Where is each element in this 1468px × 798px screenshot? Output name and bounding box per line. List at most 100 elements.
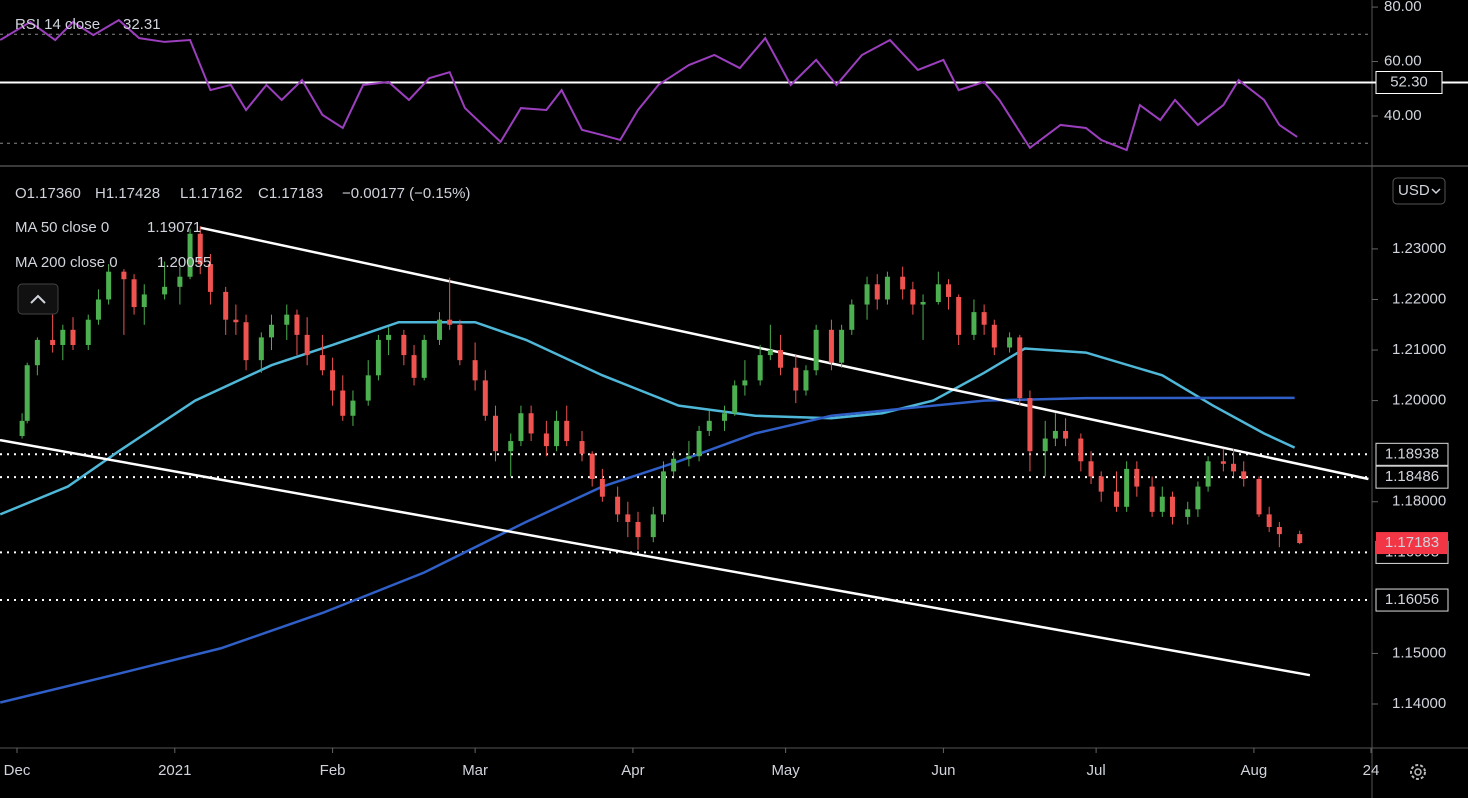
candle-body <box>1088 461 1094 477</box>
candle-body <box>1042 438 1048 452</box>
candle-body <box>70 329 76 345</box>
candle-body <box>945 284 951 297</box>
settings-button[interactable] <box>1410 764 1426 780</box>
legend-label: MA 200 close 0 <box>15 254 118 271</box>
candle-body <box>518 413 524 442</box>
candle-body <box>757 355 763 381</box>
candle-body <box>207 264 213 292</box>
candle-body <box>650 514 656 538</box>
candle-body <box>828 329 834 363</box>
candle-body <box>85 319 91 345</box>
candle-body <box>19 420 25 437</box>
candle-body <box>1266 514 1272 528</box>
candle-body <box>991 324 997 348</box>
candle-body <box>884 276 890 300</box>
candle-body <box>131 279 137 308</box>
x-tick-label: Jul <box>1087 762 1106 779</box>
level-label: 1.16056 <box>1385 591 1439 608</box>
candle-body <box>839 329 845 363</box>
candle-body <box>849 304 855 330</box>
legend-value: 1.19071 <box>147 219 201 236</box>
candle-body <box>482 380 488 416</box>
candle-body <box>1078 438 1084 462</box>
candle-body <box>350 400 356 416</box>
x-tick-label: Mar <box>462 762 488 779</box>
candle-body <box>767 350 773 356</box>
legend-value: 1.20055 <box>157 254 211 271</box>
y-tick-label: 1.22000 <box>1392 290 1446 307</box>
x-tick-label: 2021 <box>158 762 191 779</box>
y-tick-label: 1.18000 <box>1392 493 1446 510</box>
candle-body <box>258 337 264 361</box>
candle-body <box>671 458 677 472</box>
x-tick-label: Apr <box>621 762 644 779</box>
candle-body <box>243 322 249 361</box>
candle-body <box>793 367 799 391</box>
candle-body <box>284 314 290 325</box>
candle-body <box>1113 491 1119 507</box>
candle-body <box>778 350 784 368</box>
candle-body <box>1205 461 1211 487</box>
candle-body <box>543 433 549 447</box>
legend-label: RSI 14 close <box>15 16 100 33</box>
ohlc-text: O1.17360 <box>15 185 81 202</box>
candle-body <box>742 380 748 386</box>
candle-body <box>981 312 987 325</box>
candle-body <box>935 284 941 303</box>
y-tick-label: 1.15000 <box>1392 644 1446 661</box>
candle-body <box>1052 430 1058 439</box>
candle-body <box>365 375 371 401</box>
candle-body <box>625 514 631 522</box>
x-tick-label: May <box>771 762 800 779</box>
level-box <box>1375 465 1449 489</box>
x-tick-label: Dec <box>4 762 31 779</box>
candle-body <box>1195 486 1201 510</box>
candle-body <box>304 334 310 356</box>
candle-body <box>732 385 738 414</box>
collapse-button[interactable] <box>17 283 59 315</box>
candle-body <box>34 339 40 366</box>
candle-body <box>696 430 702 457</box>
candle-body <box>874 284 880 300</box>
candle-body <box>813 329 819 371</box>
candle-body <box>599 478 605 497</box>
candle-body <box>421 339 427 378</box>
candle-body <box>319 355 325 371</box>
trend-line <box>199 226 1369 481</box>
level-box <box>1375 442 1449 466</box>
gear-icon <box>1410 764 1426 780</box>
candle-body <box>1256 478 1262 515</box>
x-tick-label: Feb <box>320 762 346 779</box>
y-tick-label: 1.14000 <box>1392 695 1446 712</box>
currency-box <box>1392 177 1446 205</box>
y-tick-label: 1.20000 <box>1392 392 1446 409</box>
ohlc-text: H1.17428 <box>95 185 160 202</box>
x-tick-label: Jun <box>931 762 955 779</box>
collapse-button-box[interactable] <box>17 283 59 315</box>
currency-button[interactable]: USD <box>1392 177 1446 205</box>
candle-body <box>411 355 417 378</box>
candle-body <box>60 329 66 345</box>
y-tick-label: 1.21000 <box>1392 341 1446 358</box>
candle-body <box>233 319 239 323</box>
candle-body <box>401 334 407 356</box>
candle-body <box>554 420 560 447</box>
candle-body <box>508 441 514 452</box>
last-price-label: 1.17183 <box>1385 534 1439 551</box>
candle-body <box>106 271 112 300</box>
candle-body <box>1149 486 1155 512</box>
candle-body <box>1098 476 1104 492</box>
ohlc-text: C1.17183 <box>258 185 323 202</box>
candle-body <box>447 319 453 325</box>
candle-body <box>686 456 692 459</box>
candle-body <box>294 314 300 335</box>
candle-body <box>269 324 275 338</box>
candle-body <box>121 271 127 280</box>
candle-body <box>340 390 346 416</box>
y-tick-label: 60.00 <box>1384 53 1422 70</box>
candle-body <box>706 420 712 431</box>
ohlc-text: −0.00177 (−0.15%) <box>342 185 470 202</box>
level-label: 1.18486 <box>1385 468 1439 485</box>
